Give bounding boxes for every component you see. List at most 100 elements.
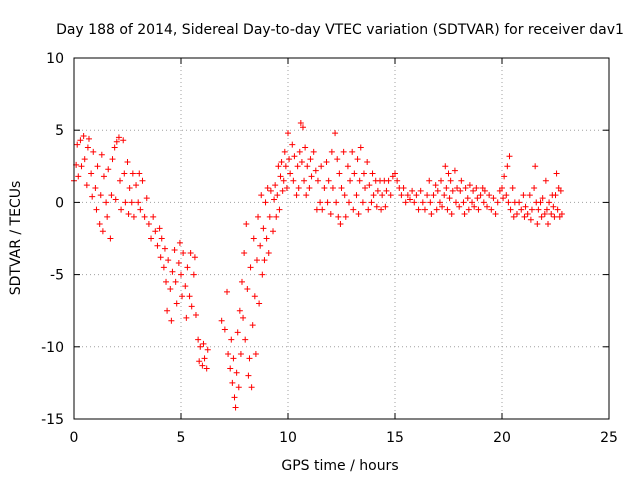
data-point [77, 137, 84, 144]
data-point [506, 153, 513, 160]
data-point [494, 199, 501, 206]
data-point [81, 156, 88, 163]
data-point [161, 245, 168, 252]
data-point [419, 199, 426, 206]
data-point [470, 187, 477, 194]
data-point [516, 199, 523, 206]
data-point [187, 249, 194, 256]
data-point [400, 184, 407, 191]
data-point [118, 206, 125, 213]
data-point [78, 163, 85, 170]
data-point [299, 124, 306, 131]
data-point [500, 195, 507, 202]
data-point [89, 193, 96, 200]
x-axis-label: GPS time / hours [281, 458, 398, 474]
data-point [256, 300, 263, 307]
data-point [364, 158, 371, 165]
data-point [539, 195, 546, 202]
data-point [534, 221, 541, 228]
data-point [501, 173, 508, 180]
data-point [252, 351, 259, 358]
data-point [113, 138, 120, 145]
data-point [548, 210, 555, 217]
data-point [436, 199, 443, 206]
data-point [475, 206, 482, 213]
data-point [88, 170, 95, 177]
data-point [260, 225, 267, 232]
data-point [163, 278, 170, 285]
data-point [552, 192, 559, 199]
data-point [454, 184, 461, 191]
data-point [230, 355, 237, 362]
data-point [245, 372, 252, 379]
data-point [136, 170, 143, 177]
data-point [332, 130, 339, 137]
data-point [275, 163, 282, 170]
data-point [103, 199, 110, 206]
data-point [471, 203, 478, 210]
data-point [235, 384, 242, 391]
data-point [362, 184, 369, 191]
data-point [442, 163, 449, 170]
data-point [165, 257, 172, 264]
data-point [120, 137, 127, 144]
data-point [99, 228, 106, 235]
y-tick-label: 0 [55, 195, 64, 211]
data-point [298, 158, 305, 165]
data-point [457, 187, 464, 194]
axis-ticks: 0 5 10 15 20 25 -15 -10 -5 0 5 10 [41, 51, 618, 446]
data-point [445, 170, 452, 177]
data-point [302, 144, 309, 151]
data-point [477, 192, 484, 199]
data-point [528, 206, 535, 213]
data-point [342, 213, 349, 220]
data-point [192, 312, 199, 319]
data-point [135, 199, 142, 206]
data-point [543, 206, 550, 213]
data-point [283, 184, 290, 191]
data-point [179, 293, 186, 300]
data-point [411, 199, 418, 206]
data-point [379, 192, 386, 199]
data-point [306, 184, 313, 191]
data-point [356, 177, 363, 184]
data-point [182, 283, 189, 290]
data-point [394, 177, 401, 184]
data-point [448, 210, 455, 217]
data-point [531, 184, 538, 191]
data-point [94, 163, 101, 170]
data-point [250, 235, 257, 242]
data-point [462, 184, 469, 191]
data-point [460, 199, 467, 206]
x-tick-label: 15 [386, 430, 404, 446]
data-point [378, 206, 385, 213]
data-point [499, 184, 505, 191]
data-point [464, 195, 471, 202]
data-point [98, 151, 105, 158]
data-point [249, 322, 256, 329]
data-point [117, 177, 124, 184]
data-point [203, 365, 210, 372]
data-point [85, 135, 92, 142]
data-point [527, 216, 534, 223]
data-point [387, 192, 394, 199]
data-point [186, 293, 193, 300]
data-point [461, 210, 468, 217]
data-point [221, 326, 228, 333]
data-point [426, 177, 433, 184]
data-point [349, 148, 356, 155]
data-point [553, 170, 560, 177]
data-point [93, 206, 100, 213]
data-point [526, 192, 533, 199]
data-point [150, 213, 157, 220]
data-point [385, 177, 392, 184]
data-point [139, 177, 146, 184]
data-point [504, 163, 511, 170]
data-point [109, 156, 116, 163]
data-point [295, 184, 302, 191]
data-point [290, 177, 297, 184]
y-tick-label: -10 [41, 340, 64, 356]
data-point [336, 170, 343, 177]
data-point [347, 177, 354, 184]
